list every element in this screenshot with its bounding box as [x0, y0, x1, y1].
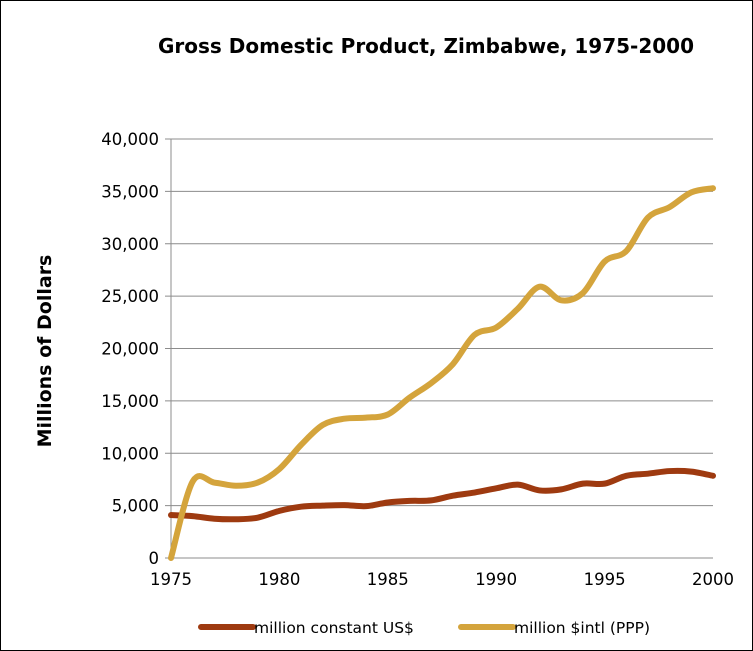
x-tick-label: 1995 [584, 570, 626, 589]
y-tick-label: 10,000 [101, 444, 159, 463]
y-tick-label: 30,000 [101, 235, 159, 254]
y-tick-label: 40,000 [101, 130, 159, 149]
y-axis-label: Millions of Dollars [34, 255, 56, 448]
x-tick-label: 1990 [475, 570, 517, 589]
legend-label-intl-ppp: million $intl (PPP) [514, 619, 650, 637]
x-tick-label: 1975 [150, 570, 192, 589]
chart-title: Gross Domestic Product, Zimbabwe, 1975-2… [158, 34, 694, 58]
series-line-intl-ppp [168, 185, 716, 561]
x-tick-labels: 1975 1980 1985 1990 1995 2000 [150, 570, 734, 589]
x-tick-label: 2000 [692, 570, 734, 589]
y-tick-label: 0 [149, 549, 160, 568]
y-tick-label: 15,000 [101, 392, 159, 411]
gridlines [165, 138, 713, 507]
series-line-constant-usd [168, 467, 716, 523]
y-tick-label: 25,000 [101, 287, 159, 306]
axes [165, 139, 713, 559]
x-tick-label: 1980 [258, 570, 300, 589]
y-tick-label: 35,000 [101, 182, 159, 201]
legend-label-constant-usd: million constant US$ [254, 619, 414, 637]
y-tick-label: 5,000 [112, 497, 159, 516]
y-tick-label: 20,000 [101, 340, 159, 359]
legend: million constant US$ million $intl (PPP) [198, 619, 650, 637]
x-tick-label: 1985 [367, 570, 409, 589]
y-tick-labels: 0 5,000 10,000 15,000 20,000 25,000 30,000 35,0… [101, 130, 159, 568]
series-lines [168, 185, 716, 561]
